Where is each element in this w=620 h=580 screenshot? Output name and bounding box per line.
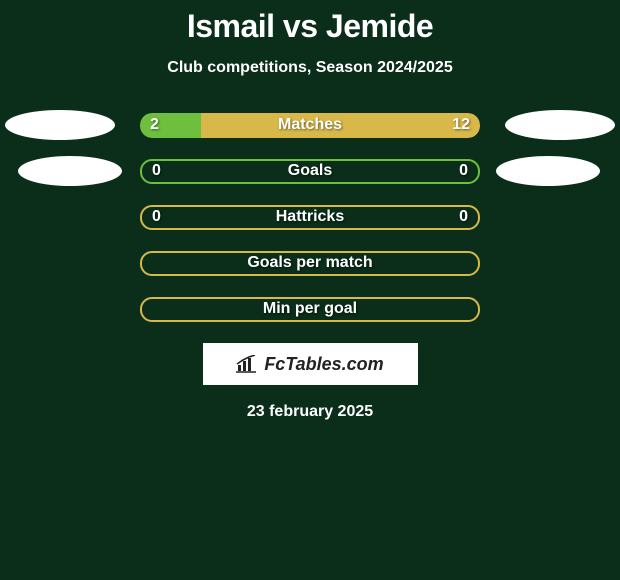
bar-hattricks: 0 Hattricks 0 (140, 205, 480, 230)
subtitle: Club competitions, Season 2024/2025 (0, 59, 620, 77)
bar-mpg: Min per goal (140, 297, 480, 322)
mpg-label: Min per goal (142, 300, 478, 318)
bar-goals: 0 Goals 0 (140, 159, 480, 184)
player1-name: Ismail (187, 8, 275, 44)
goals-label: Goals (142, 162, 478, 180)
hattricks-label: Hattricks (142, 208, 478, 226)
avatar-left-placeholder-2 (18, 156, 122, 186)
goals-right-value: 0 (459, 162, 468, 180)
date-text: 23 february 2025 (0, 403, 620, 421)
avatar-right-placeholder-2 (496, 156, 600, 186)
row-mpg: Min per goal (0, 297, 620, 321)
row-goals: 0 Goals 0 (0, 159, 620, 183)
bar-matches: 2 Matches 12 (140, 113, 480, 138)
vs-separator: vs (283, 8, 318, 44)
matches-label: Matches (140, 116, 480, 134)
gpm-label: Goals per match (142, 254, 478, 272)
avatar-left-placeholder (5, 110, 115, 140)
bar-gpm: Goals per match (140, 251, 480, 276)
row-matches: 2 Matches 12 (0, 113, 620, 137)
chart-icon (236, 355, 258, 373)
site-logo[interactable]: FcTables.com (203, 343, 418, 385)
page-title: Ismail vs Jemide (0, 8, 620, 45)
hattricks-right-value: 0 (459, 208, 468, 226)
comparison-widget: Ismail vs Jemide Club competitions, Seas… (0, 0, 620, 421)
row-hattricks: 0 Hattricks 0 (0, 205, 620, 229)
matches-right-value: 12 (452, 116, 470, 134)
player2-name: Jemide (326, 8, 433, 44)
row-gpm: Goals per match (0, 251, 620, 275)
logo-text: FcTables.com (264, 354, 383, 375)
avatar-right-placeholder (505, 110, 615, 140)
